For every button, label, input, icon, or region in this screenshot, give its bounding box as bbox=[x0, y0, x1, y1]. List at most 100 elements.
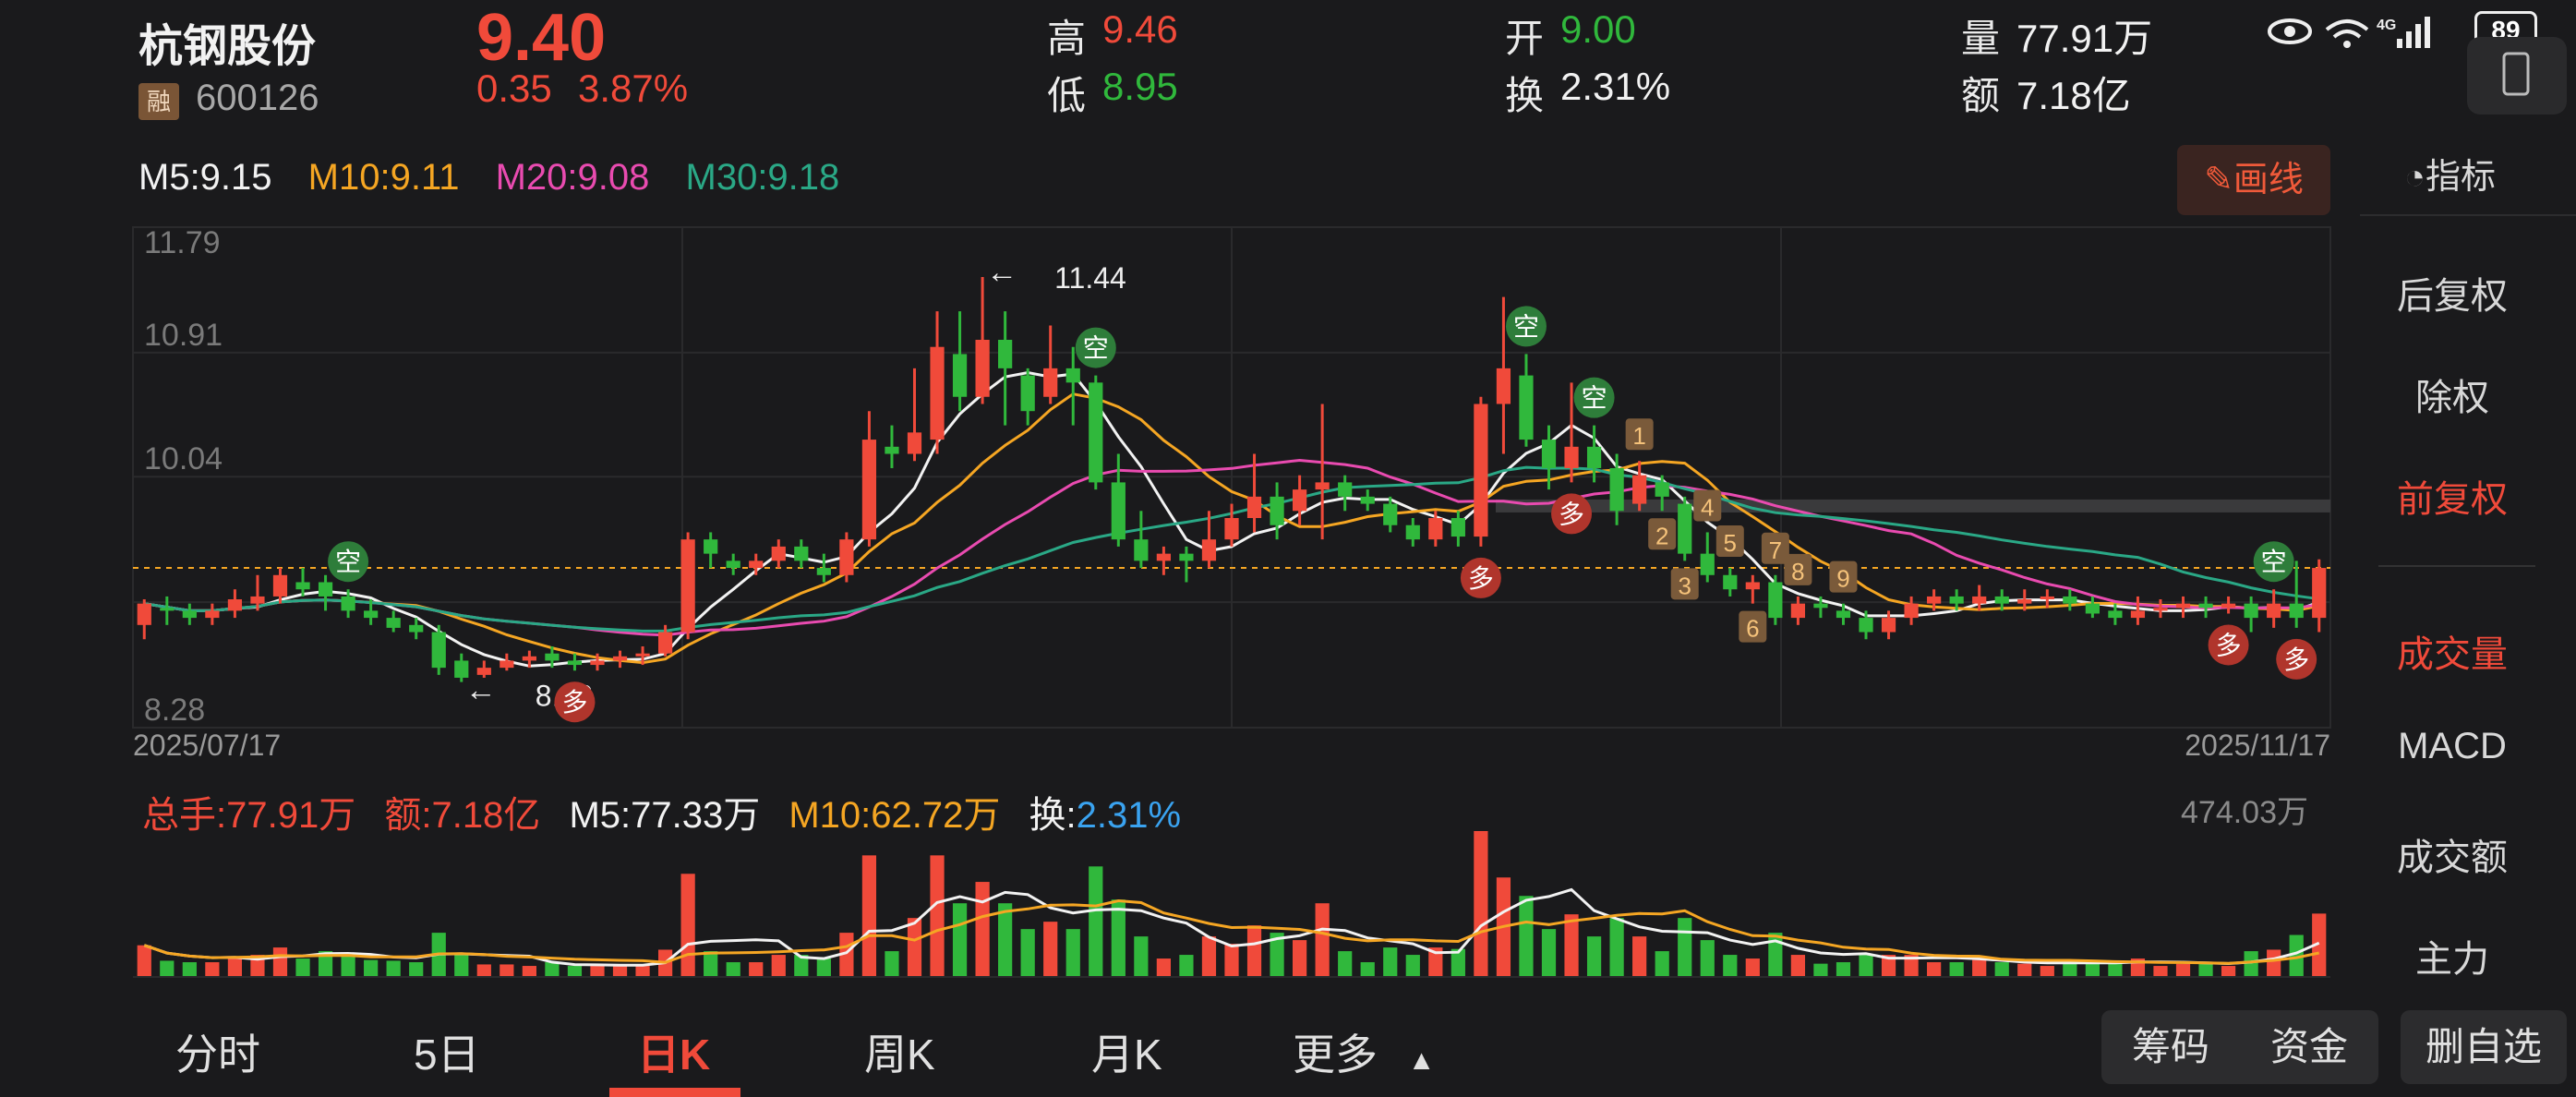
ma5-value: M5:9.15 bbox=[138, 157, 272, 198]
short-signal-label: 空 bbox=[335, 548, 361, 576]
candle-body bbox=[726, 561, 740, 569]
tab-daily-k[interactable]: 日K bbox=[637, 1031, 711, 1079]
tab-intraday[interactable]: 分时 bbox=[175, 1031, 260, 1079]
active-tab-indicator bbox=[609, 1088, 740, 1097]
volume-bar bbox=[476, 964, 491, 977]
volume-bar bbox=[2244, 951, 2258, 977]
short-signal-label: 空 bbox=[1083, 334, 1109, 363]
volume-bar bbox=[1246, 925, 1262, 977]
volume-bar bbox=[2017, 963, 2032, 977]
volume-bar bbox=[1405, 955, 1420, 977]
indicator-button[interactable]: ◔指标 bbox=[2404, 148, 2496, 199]
funds-button[interactable]: 资金 bbox=[2269, 1025, 2348, 1068]
volume-bar bbox=[1541, 929, 1557, 977]
candle-body bbox=[2198, 603, 2213, 609]
volume-label: 量 bbox=[1961, 17, 2001, 60]
chips-button[interactable]: 筹码 bbox=[2131, 1025, 2209, 1068]
side-item-forward-adjusted[interactable]: 前复权 bbox=[2397, 479, 2508, 520]
candle-body bbox=[1609, 467, 1624, 512]
volume-bar bbox=[1179, 955, 1194, 977]
volume-chart[interactable] bbox=[0, 822, 2345, 988]
max-price-label: 11.44 bbox=[1054, 261, 1126, 295]
volume-bar bbox=[1655, 951, 1669, 977]
tab-more[interactable]: 更多 ▲ bbox=[1293, 1021, 1435, 1082]
candle-body bbox=[590, 660, 605, 666]
volume-bar bbox=[680, 874, 695, 977]
side-item-macd[interactable]: MACD bbox=[2398, 726, 2507, 766]
volume-bar bbox=[907, 918, 922, 977]
volume-bar bbox=[2175, 963, 2191, 977]
candle-body bbox=[1655, 482, 1669, 497]
end-date-label: 2025/11/17 bbox=[2185, 729, 2330, 762]
ma30-value: M30:9.18 bbox=[685, 157, 840, 198]
tab-more-label: 更多 bbox=[1293, 1031, 1378, 1079]
side-item-backward-adjusted[interactable]: 后复权 bbox=[2397, 276, 2508, 317]
volume-bar bbox=[1043, 922, 1058, 977]
long-signal-badge bbox=[2276, 638, 2317, 680]
ma10-value: M10:9.11 bbox=[307, 157, 460, 198]
volume-bar bbox=[590, 966, 605, 977]
td-count-badge bbox=[1784, 553, 1812, 585]
volume-bar bbox=[2085, 960, 2100, 977]
min-price-arrow: ← bbox=[465, 673, 497, 708]
volume-bar bbox=[1994, 962, 2009, 977]
candle-body bbox=[680, 539, 695, 633]
stock-name: 杭钢股份 bbox=[138, 22, 317, 71]
short-signal-label: 空 bbox=[2261, 548, 2287, 576]
candle-body bbox=[1836, 610, 1851, 619]
candle-body bbox=[1519, 375, 1534, 440]
pencil-icon: ✎ bbox=[2204, 161, 2233, 199]
candle-body bbox=[227, 599, 243, 611]
amount-value: 7.18亿 bbox=[2016, 74, 2131, 117]
indicator-label: 指标 bbox=[2425, 158, 2496, 197]
volume-bar bbox=[1065, 929, 1080, 977]
stock-code: 600126 bbox=[196, 78, 319, 118]
kline-chart[interactable]: 11.7910.9110.048.28←11.44←8.632025/07/17… bbox=[0, 222, 2345, 776]
price-change: 0.35 bbox=[476, 66, 552, 110]
volume-bar bbox=[2063, 962, 2077, 977]
volume-bar bbox=[545, 962, 560, 977]
chips-funds-group: 筹码 资金 bbox=[2101, 1010, 2378, 1084]
tab-weekly-k[interactable]: 周K bbox=[864, 1031, 935, 1079]
float-window-button[interactable] bbox=[2467, 37, 2567, 115]
candle-body bbox=[318, 582, 333, 597]
volume-bar bbox=[1972, 959, 1987, 977]
candle-body bbox=[1541, 440, 1557, 468]
candle-body bbox=[839, 539, 854, 575]
ma20-value: M20:9.08 bbox=[495, 157, 650, 198]
volume-bar bbox=[1632, 936, 1647, 977]
candle-body bbox=[816, 568, 831, 575]
side-item-volume[interactable]: 成交量 bbox=[2397, 634, 2508, 675]
td-count-badge bbox=[1670, 568, 1699, 600]
turnover-value: 2.31% bbox=[1560, 65, 1671, 108]
max-price-arrow: ← bbox=[986, 255, 1017, 290]
draw-line-button[interactable]: ✎画线 bbox=[2177, 145, 2330, 215]
open-value: 9.00 bbox=[1560, 7, 1636, 51]
candle-body bbox=[364, 610, 379, 619]
draw-line-label: 画线 bbox=[2233, 161, 2304, 199]
candle-body bbox=[1859, 618, 1873, 633]
volume-bar bbox=[182, 962, 197, 977]
volume-bar bbox=[1134, 936, 1149, 977]
candle-body bbox=[1790, 603, 1806, 619]
side-item-amount[interactable]: 成交额 bbox=[2397, 838, 2508, 878]
candle-body bbox=[1293, 489, 1307, 512]
volume-bar bbox=[1338, 951, 1353, 977]
current-price: 9.40 bbox=[476, 1, 607, 75]
side-item-ex-rights[interactable]: 除权 bbox=[2415, 378, 2489, 418]
tab-monthly-k[interactable]: 月K bbox=[1091, 1031, 1162, 1079]
caret-up-icon: ▲ bbox=[1407, 1045, 1436, 1076]
td-count-label: 9 bbox=[1836, 565, 1849, 593]
side-item-main-force[interactable]: 主力 bbox=[2415, 939, 2489, 980]
wifi-icon bbox=[2325, 19, 2369, 48]
td-count-badge bbox=[1715, 525, 1744, 558]
remove-watchlist-button[interactable]: 删自选 bbox=[2401, 1010, 2567, 1084]
long-signal-label: 多 bbox=[1468, 564, 1494, 593]
volume-ma10-line bbox=[143, 898, 2320, 965]
low-value: 8.95 bbox=[1102, 65, 1178, 108]
volume-bar bbox=[250, 955, 265, 977]
td-count-label: 6 bbox=[1746, 615, 1759, 643]
volume-bar bbox=[1089, 866, 1103, 977]
tab-5day[interactable]: 5日 bbox=[414, 1031, 480, 1079]
candle-body bbox=[1496, 368, 1511, 404]
